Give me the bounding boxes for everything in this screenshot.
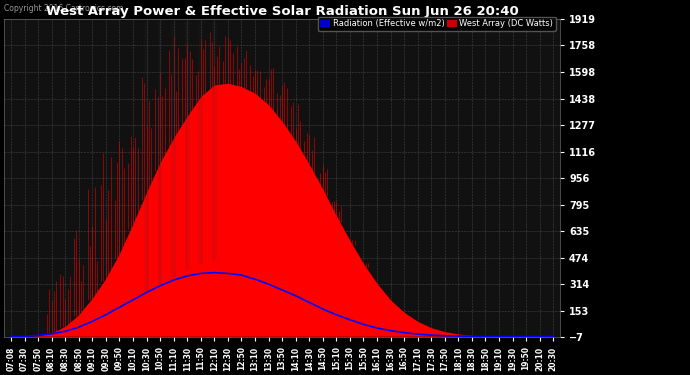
Legend: Radiation (Effective w/m2), West Array (DC Watts): Radiation (Effective w/m2), West Array (… <box>317 17 556 31</box>
Title: West Array Power & Effective Solar Radiation Sun Jun 26 20:40: West Array Power & Effective Solar Radia… <box>46 5 518 18</box>
Text: Copyright 2016 Cartronics.com: Copyright 2016 Cartronics.com <box>4 4 124 13</box>
